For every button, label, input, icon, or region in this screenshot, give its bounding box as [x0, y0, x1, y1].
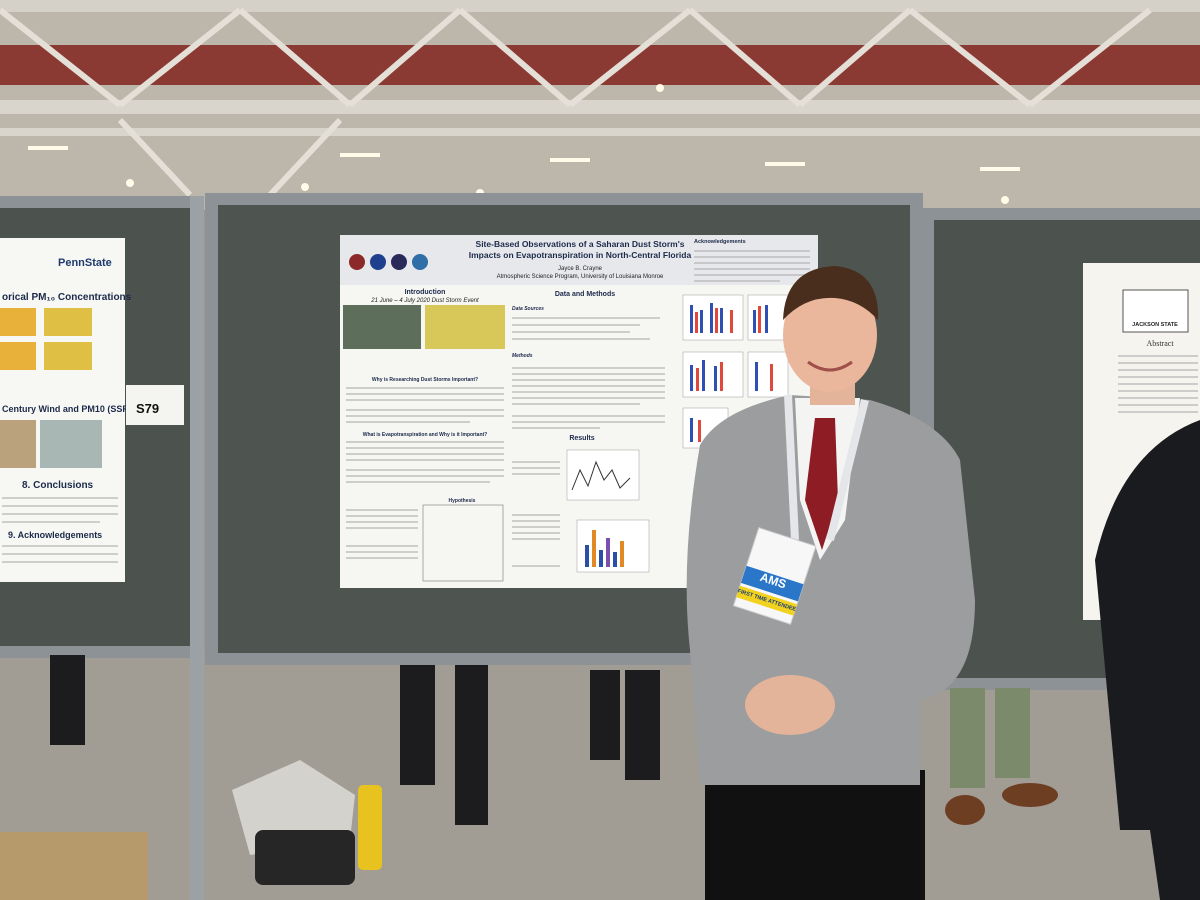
poster-title: Impacts on Evapotranspiration in North-C… — [469, 250, 692, 260]
logos — [349, 254, 428, 270]
face — [783, 278, 877, 392]
foreground-figure — [1095, 420, 1200, 900]
beam — [0, 128, 1200, 136]
institution: JACKSON STATE — [1132, 322, 1178, 328]
badge-band — [740, 565, 804, 602]
university-logo — [1122, 289, 1189, 333]
poster-author: Jayce B. Crayne — [558, 266, 603, 272]
background-people — [50, 655, 660, 825]
board-post — [190, 196, 204, 900]
badge-ribbon — [736, 585, 798, 616]
poster-figures — [566, 294, 789, 573]
poster-heading: Century Wind and PM10 (SSP585) — [2, 404, 146, 414]
board-number: S79 — [136, 401, 159, 416]
poster-brand: PennState — [58, 257, 112, 269]
section-heading: Hypothesis — [449, 498, 476, 504]
smile — [807, 360, 853, 372]
text-lines — [512, 317, 665, 567]
bag — [255, 830, 355, 885]
section-heading: Abstract — [1146, 339, 1174, 348]
beam — [0, 100, 1200, 114]
poster-title: Site-Based Observations of a Saharan Dus… — [476, 239, 685, 249]
truss — [0, 7, 1152, 198]
poster-heading: 9. Acknowledgements — [8, 530, 102, 540]
box — [0, 832, 148, 900]
shoes — [945, 783, 1058, 825]
lanyard — [784, 394, 869, 541]
poster-heading: 8. Conclusions — [22, 480, 94, 491]
left-poster — [0, 238, 125, 582]
section-subtitle: 21 June – 4 July 2020 Dust Storm Event — [370, 298, 479, 304]
section-subheading: Methods — [512, 353, 533, 359]
section-question: What is Evapotranspiration and Why is it… — [363, 432, 487, 438]
beam — [0, 0, 1200, 12]
section-question: Why is Researching Dust Storms Important… — [372, 377, 478, 383]
background-legs — [950, 688, 1030, 788]
board-tag — [126, 385, 184, 425]
map-panels — [0, 308, 102, 468]
section-subheading: Data Sources — [512, 306, 544, 312]
tie — [805, 418, 838, 550]
hair — [783, 266, 879, 320]
section-heading: Acknowledgements — [694, 239, 746, 245]
text-lines — [2, 497, 118, 563]
section-heading: Introduction — [405, 289, 446, 296]
poster-affiliation: Atmospheric Science Program, University … — [497, 274, 664, 280]
text-lines — [346, 387, 504, 559]
hands — [745, 675, 835, 735]
hypothesis-table — [422, 504, 504, 582]
text-lines — [1118, 355, 1198, 413]
section-heading: Results — [569, 435, 594, 442]
badge: AMS FIRST TIME ATTENDEE — [732, 527, 817, 625]
poster-heading: orical PM₁₀ Concentrations — [2, 292, 132, 303]
text-lines — [694, 250, 810, 282]
bottle — [358, 785, 382, 870]
section-heading: Data and Methods — [555, 291, 615, 298]
satellite-image — [343, 305, 421, 349]
aerosol-map — [425, 305, 505, 349]
pants — [705, 770, 925, 900]
